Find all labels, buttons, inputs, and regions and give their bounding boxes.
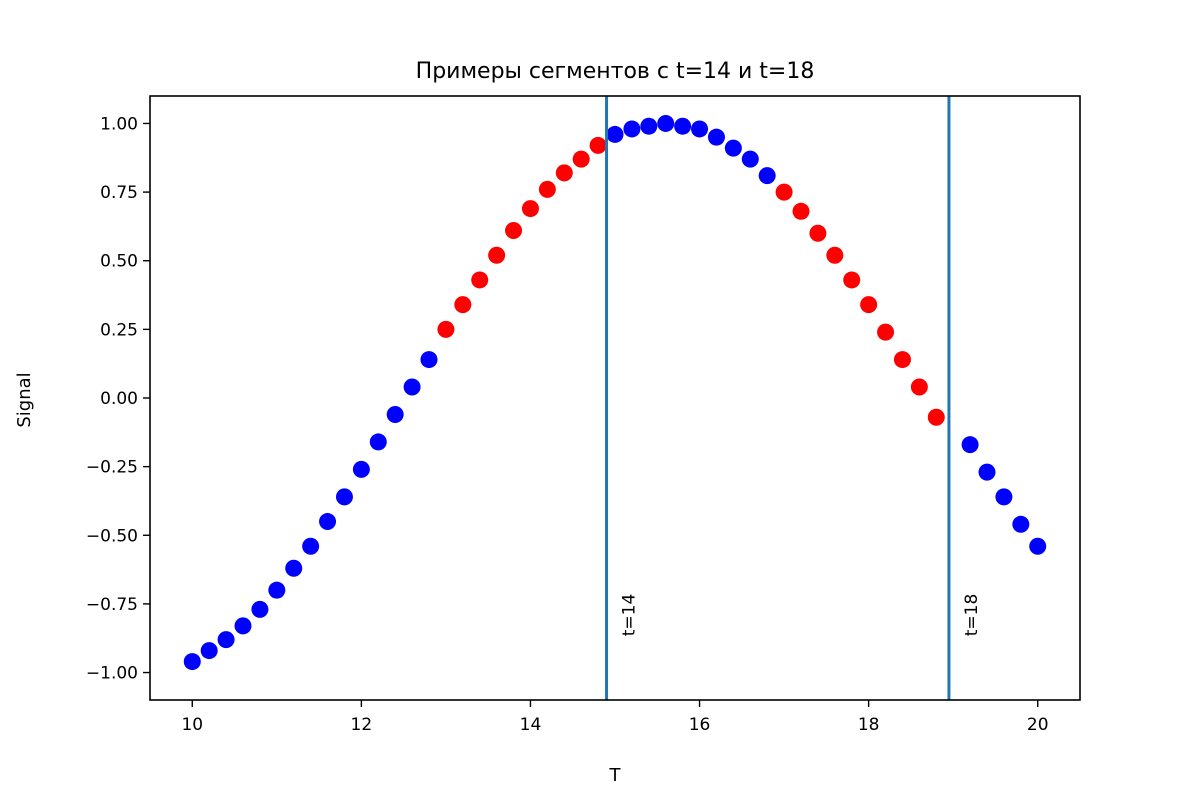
data-point (758, 167, 776, 185)
data-point (623, 120, 641, 138)
data-point (674, 117, 692, 135)
x-ticks: 10 12 14 16 18 20 (181, 700, 1049, 735)
data-point (352, 460, 370, 478)
data-point (877, 323, 895, 341)
data-point (505, 222, 523, 240)
data-point (521, 200, 539, 218)
data-point (1012, 515, 1030, 533)
y-tick-label: 0.00 (100, 389, 138, 409)
data-point (302, 537, 320, 555)
data-point (200, 642, 218, 660)
vline-label: t=18 (962, 594, 982, 637)
data-point (572, 150, 590, 168)
y-tick-label: −1.00 (86, 664, 138, 684)
x-tick-label: 10 (181, 715, 203, 735)
data-point (488, 246, 506, 264)
y-axis-label: Signal (14, 372, 35, 427)
data-point (640, 117, 658, 135)
data-point (995, 488, 1013, 506)
data-point (369, 433, 387, 451)
y-tick-label: −0.75 (86, 595, 138, 615)
data-point (420, 351, 438, 369)
data-point (285, 559, 303, 577)
data-point (471, 271, 489, 289)
x-tick-label: 12 (351, 715, 373, 735)
y-tick-label: −0.50 (86, 526, 138, 546)
data-point (437, 320, 455, 338)
data-point (335, 488, 353, 506)
data-point (860, 296, 878, 314)
data-point (741, 150, 759, 168)
data-point (927, 408, 945, 426)
data-point (707, 128, 725, 146)
chart-title: Примеры сегментов с t=14 и t=18 (416, 59, 815, 84)
data-point (978, 463, 996, 481)
data-point (217, 631, 235, 649)
data-point (792, 202, 810, 220)
y-tick-label: 1.00 (100, 114, 138, 134)
y-tick-label: −0.25 (86, 458, 138, 478)
x-tick-label: 14 (520, 715, 542, 735)
data-point (691, 120, 709, 138)
plot-frame (149, 95, 1081, 701)
y-tick-label: 0.75 (100, 183, 138, 203)
data-point (809, 224, 827, 242)
data-point (454, 296, 472, 314)
data-point (589, 136, 607, 154)
data-point (183, 653, 201, 671)
data-point (251, 600, 269, 618)
data-point (826, 246, 844, 264)
y-tick-label: 0.25 (100, 320, 138, 340)
data-point (606, 125, 624, 143)
data-point (268, 581, 286, 599)
data-point (403, 378, 421, 396)
data-point (724, 139, 742, 157)
data-point (234, 617, 252, 635)
data-point (1029, 537, 1047, 555)
data-point (910, 378, 928, 396)
data-point (657, 114, 675, 132)
data-point (961, 436, 979, 454)
data-point (319, 513, 337, 531)
data-point (843, 271, 861, 289)
y-tick-label: 0.50 (100, 252, 138, 272)
data-points (183, 114, 1047, 671)
x-tick-label: 16 (689, 715, 711, 735)
vline-label: t=14 (620, 594, 640, 637)
y-ticks: −1.00 −0.75 −0.50 −0.25 0.00 0.25 0.50 0.75 1.00 (86, 114, 150, 684)
x-axis-label: T (609, 765, 622, 786)
data-point (893, 351, 911, 369)
data-point (775, 183, 793, 201)
data-point (538, 180, 556, 198)
data-point (386, 405, 404, 423)
vertical-lines: t=14 t=18 (605, 96, 982, 700)
x-tick-label: 20 (1027, 715, 1049, 735)
data-point (555, 164, 573, 182)
x-tick-label: 18 (858, 715, 880, 735)
